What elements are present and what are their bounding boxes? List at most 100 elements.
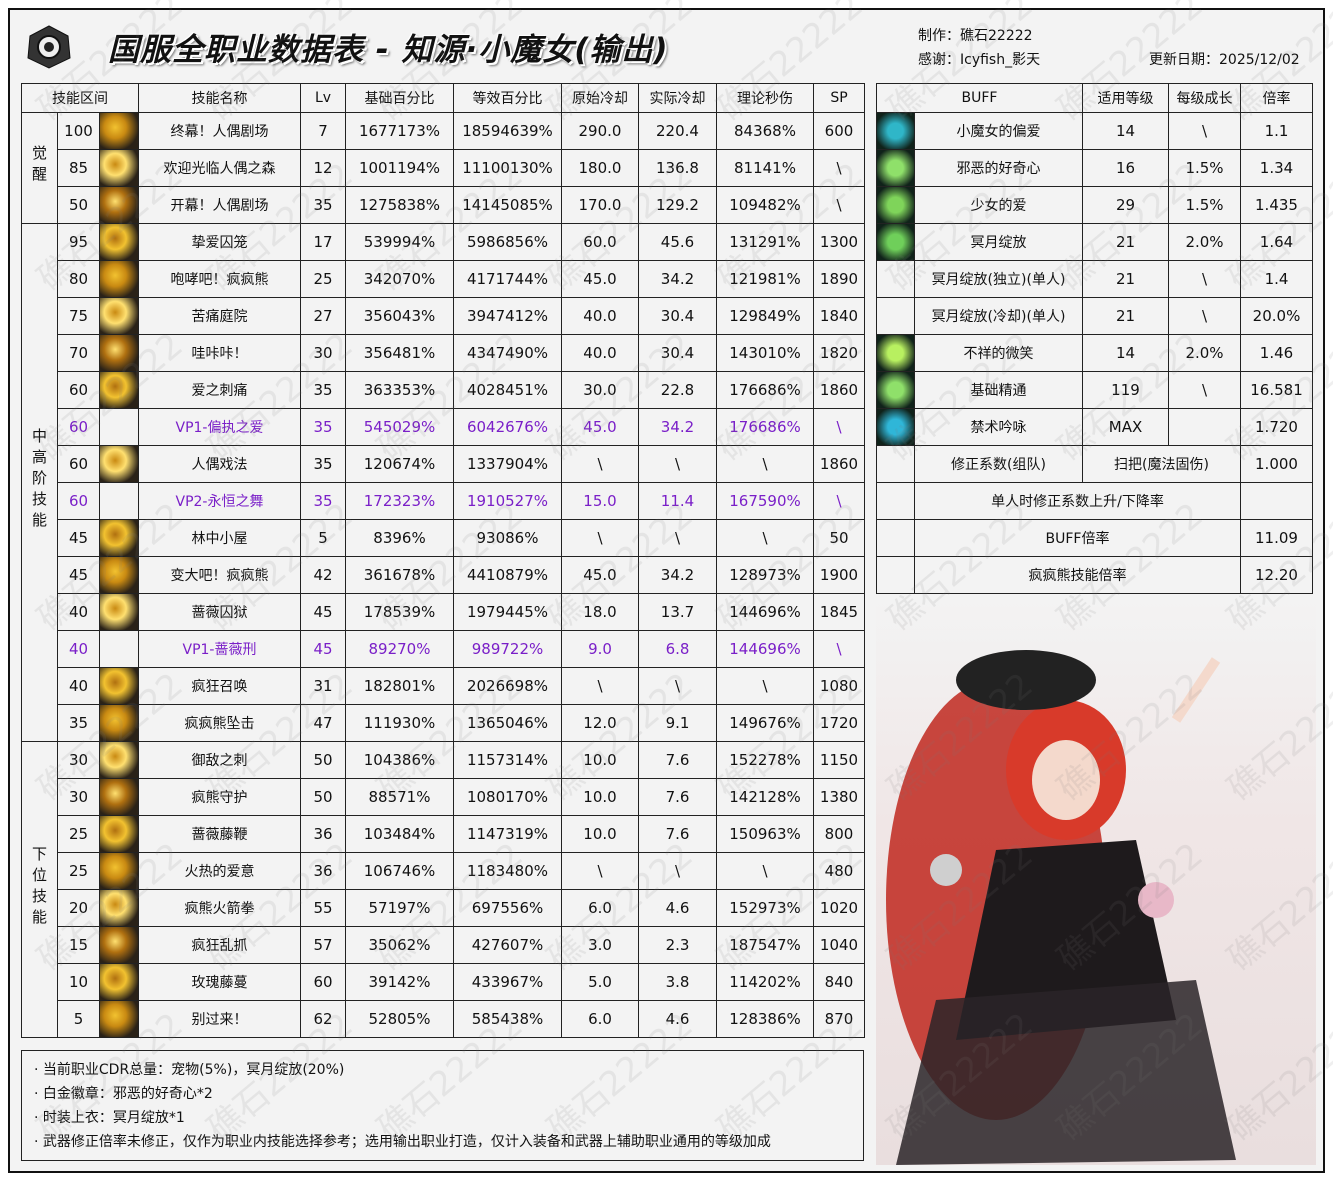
skill-row: 70 哇咔咔！ 30 356481% 4347490% 40.0 30.4 143010% 18… — [22, 334, 865, 372]
bear-rate-value: 12.20 — [1240, 556, 1313, 594]
theoretical-dps: \ — [716, 519, 814, 557]
skill-icon-cell — [99, 112, 139, 150]
skill-row: 40 VP1-蔷薇刑 45 89270% 989722% 9.0 6.8 144696% \ — [22, 630, 865, 668]
buff-rate: 1.720 — [1240, 408, 1313, 446]
skill-group: 中高阶技能 — [21, 223, 58, 742]
note-badge: · 白金徽章：邪恶的好奇心*2 — [34, 1086, 213, 1102]
theoretical-dps: \ — [716, 445, 814, 483]
skill-name: 蔷薇藤鞭 — [138, 815, 301, 853]
skill-level: 75 — [57, 297, 100, 335]
correction-rate: 1.000 — [1240, 445, 1313, 483]
base-percent: 89270% — [345, 630, 454, 668]
base-percent: 178539% — [345, 593, 454, 631]
buff-icon-cell — [876, 260, 915, 298]
buff-table: BUFF 适用等级 每级成长 倍率 小魔女的偏爱 14 \ 1.1 邪恶的好奇心 16 1.… — [876, 83, 1313, 594]
theoretical-dps: \ — [716, 667, 814, 705]
skill-lv: 50 — [300, 778, 346, 816]
original-cooldown: 45.0 — [561, 260, 639, 298]
skill-table: 技能区间 技能名称 Lv 基础百分比 等效百分比 原始冷却 实际冷却 理论秒伤 … — [21, 83, 865, 1038]
theoretical-dps: 128386% — [716, 1000, 814, 1038]
equiv-percent: 93086% — [453, 519, 562, 557]
equiv-percent: 697556% — [453, 889, 562, 927]
skill-icon-cell — [99, 519, 139, 557]
skill-icon-cell — [99, 593, 139, 631]
skill-sp: 870 — [813, 1000, 865, 1038]
original-cooldown: \ — [561, 667, 639, 705]
equiv-percent: 1147319% — [453, 815, 562, 853]
col-cd: 原始冷却 — [561, 83, 639, 113]
buff-growth: 2.0% — [1168, 223, 1241, 261]
original-cooldown: 15.0 — [561, 482, 639, 520]
col-sp: SP — [813, 83, 865, 113]
skill-row: 45 林中小屋 5 8396% 93086% \ \ \ 50 — [22, 519, 865, 557]
character-portrait — [876, 600, 1316, 1165]
skill-level: 35 — [57, 704, 100, 742]
skill-icon — [100, 224, 138, 260]
theoretical-dps: 129849% — [716, 297, 814, 335]
skill-sp: 1900 — [813, 556, 865, 594]
original-cooldown: 60.0 — [561, 223, 639, 261]
skill-group: 觉醒 — [21, 112, 58, 224]
equiv-percent: 1080170% — [453, 778, 562, 816]
original-cooldown: 170.0 — [561, 186, 639, 224]
skill-icon — [100, 964, 138, 1000]
skill-icon — [100, 335, 138, 371]
equiv-percent: 1365046% — [453, 704, 562, 742]
actual-cooldown: 30.4 — [638, 334, 717, 372]
skill-icon — [100, 446, 138, 482]
equiv-percent: 11100130% — [453, 149, 562, 187]
actual-cooldown: 34.2 — [638, 408, 717, 446]
skill-level: 25 — [57, 852, 100, 890]
skill-name: 变大吧！疯疯熊 — [138, 556, 301, 594]
buff-name: 冥月绽放 — [914, 223, 1083, 261]
skill-lv: 35 — [300, 186, 346, 224]
skill-icon — [100, 520, 138, 556]
actual-cooldown: 7.6 — [638, 741, 717, 779]
skill-name: 苦痛庭院 — [138, 297, 301, 335]
buff-level: 21 — [1082, 260, 1169, 298]
buff-name: 少女的爱 — [914, 186, 1083, 224]
skill-level: 60 — [57, 482, 100, 520]
buff-rate: 16.581 — [1240, 371, 1313, 409]
base-percent: 39142% — [345, 963, 454, 1001]
skill-icon-cell — [99, 963, 139, 1001]
theoretical-dps: \ — [716, 852, 814, 890]
skill-level: 25 — [57, 815, 100, 853]
skill-lv: 47 — [300, 704, 346, 742]
skill-lv: 45 — [300, 630, 346, 668]
buff-icon-cell — [876, 186, 915, 224]
actual-cooldown: 4.6 — [638, 1000, 717, 1038]
skill-icon — [100, 557, 138, 593]
skill-icon — [100, 261, 138, 297]
actual-cooldown: 2.3 — [638, 926, 717, 964]
skill-name: 疯狂乱抓 — [138, 926, 301, 964]
original-cooldown: 290.0 — [561, 112, 639, 150]
skill-icon — [100, 742, 138, 778]
col-dps: 理论秒伤 — [716, 83, 814, 113]
skill-icon — [100, 594, 138, 630]
skill-sp: 1040 — [813, 926, 865, 964]
buff-name: 基础精通 — [914, 371, 1083, 409]
skill-name: 蔷薇囚狱 — [138, 593, 301, 631]
buff-row: 邪恶的好奇心 16 1.5% 1.34 — [876, 149, 1313, 187]
original-cooldown: 6.0 — [561, 889, 639, 927]
original-cooldown: \ — [561, 445, 639, 483]
skill-row: 60 爱之刺痛 35 363353% 4028451% 30.0 22.8 176686% 18… — [22, 371, 865, 409]
buff-icon-cell — [876, 371, 915, 409]
base-percent: 545029% — [345, 408, 454, 446]
skill-row: 85 欢迎光临人偶之森 12 1001194% 11100130% 180.0 136.8 8… — [22, 149, 865, 187]
skill-lv: 36 — [300, 815, 346, 853]
original-cooldown: 10.0 — [561, 741, 639, 779]
actual-cooldown: 4.6 — [638, 889, 717, 927]
equiv-percent: 1183480% — [453, 852, 562, 890]
buff-growth: \ — [1168, 112, 1241, 150]
buff-level: 29 — [1082, 186, 1169, 224]
theoretical-dps: 114202% — [716, 963, 814, 1001]
skill-row: 10 玫瑰藤蔓 60 39142% 433967% 5.0 3.8 114202% 840 — [22, 963, 865, 1001]
skill-lv: 35 — [300, 482, 346, 520]
skill-level: 15 — [57, 926, 100, 964]
original-cooldown: \ — [561, 519, 639, 557]
base-percent: 120674% — [345, 445, 454, 483]
skill-sp: 1845 — [813, 593, 865, 631]
original-cooldown: 40.0 — [561, 334, 639, 372]
